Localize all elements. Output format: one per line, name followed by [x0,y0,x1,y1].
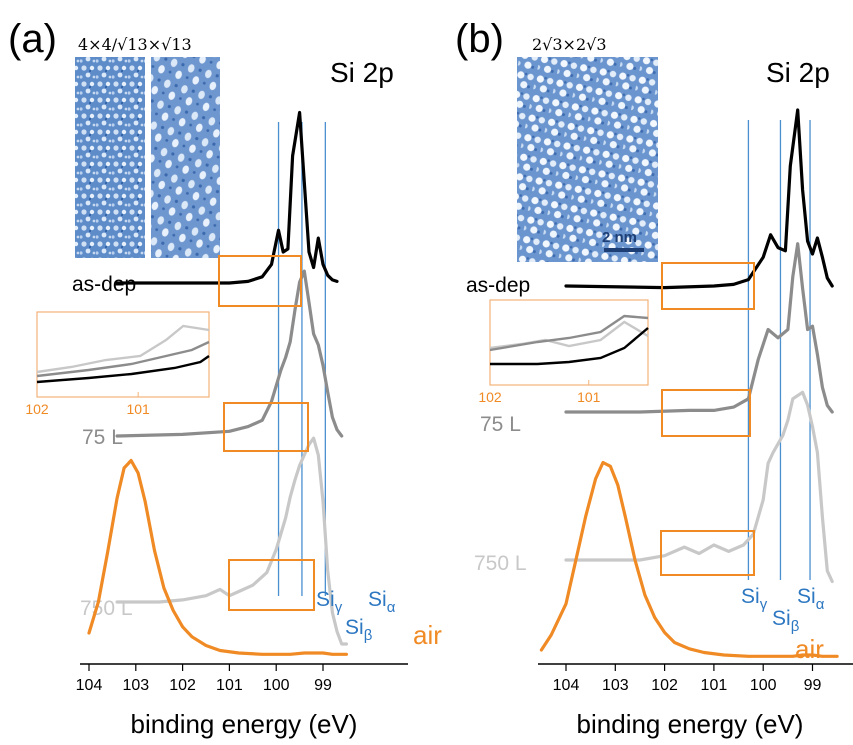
series-line-750-l [564,390,834,584]
series-line-air [539,460,839,658]
spectrum-title: Si 2p [330,57,394,88]
series-label-as-dep: as-dep [72,273,136,296]
inset-curve-2 [489,314,649,352]
marker-label-γ: Siγ [741,585,768,613]
spectrum-title: Si 2p [766,57,830,88]
marker-label-α: Siα [797,585,825,613]
x-tick-label: 100 [263,677,290,694]
inset-tick-label: 102 [25,401,49,417]
x-tick-label: 103 [122,677,149,694]
series-line-750-l [115,436,348,646]
series-label-75-l: 75 L [82,426,123,449]
series-label-750-l: 750 L [80,597,133,620]
stm-image-2 [151,57,220,258]
scale-bar-label: 2 nm [602,229,637,246]
inset-tick-label: 101 [577,389,601,405]
x-tick-label: 104 [553,677,580,694]
inset-tick-label: 101 [126,401,150,417]
inset-curve-3 [490,327,649,366]
zoom-box-2 [661,389,751,437]
x-axis-title: binding energy (eV) [577,709,804,739]
series-label-750-l: 750 L [474,552,527,575]
series-line-air [87,458,348,656]
zoom-box-1 [661,262,755,310]
marker-label-β: Siβ [772,607,800,635]
x-tick-label: 102 [169,677,196,694]
marker-label-γ: Siγ [316,588,343,616]
inset-curve-3 [36,355,210,384]
series-label-air: air [795,634,824,664]
x-axis-title: binding energy (eV) [131,709,358,739]
series-line-75-l [564,242,834,414]
series-line-as-dep [115,110,339,285]
series-line-75-l [115,269,344,438]
zoom-box-3 [228,559,315,611]
x-tick-label: 101 [701,677,728,694]
inset-zoom-frame [36,311,210,398]
panel-label: (a) [8,17,57,61]
series-label-air: air [413,620,442,650]
x-tick-label: 99 [804,677,822,694]
panel-label: (b) [455,17,504,61]
x-tick-label: 102 [651,677,678,694]
inset-curve-1 [36,324,210,374]
series-label-75-l: 75 L [480,413,521,436]
zoom-box-2 [223,402,309,452]
zoom-box-3 [660,530,755,576]
x-tick-label: 99 [314,677,332,694]
inset-zoom-frame [489,299,649,386]
scale-bar [604,248,644,252]
marker-label-α: Siα [368,588,396,616]
x-tick-label: 101 [216,677,243,694]
stm-image-1 [75,57,145,258]
inset-curve-2 [36,340,210,378]
zoom-box-1 [218,255,302,307]
x-tick-label: 104 [76,677,103,694]
x-tick-label: 100 [750,677,777,694]
x-tick-label: 103 [602,677,629,694]
stm-caption: 2√3×2√3 [532,35,607,54]
series-line-as-dep [564,108,834,290]
inset-tick-label: 102 [478,389,502,405]
marker-label-β: Siβ [345,616,373,644]
stm-image-1 [517,57,658,262]
series-label-as-dep: as-dep [466,274,530,297]
stm-caption: 4×4/√13×√13 [78,35,192,54]
